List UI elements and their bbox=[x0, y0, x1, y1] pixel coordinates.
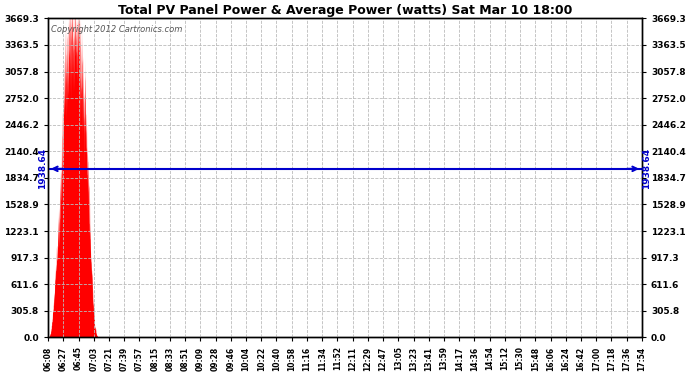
Text: Copyright 2012 Cartronics.com: Copyright 2012 Cartronics.com bbox=[51, 25, 182, 34]
Text: 1938.64: 1938.64 bbox=[39, 148, 48, 189]
Text: 1938.64: 1938.64 bbox=[642, 148, 651, 189]
Title: Total PV Panel Power & Average Power (watts) Sat Mar 10 18:00: Total PV Panel Power & Average Power (wa… bbox=[118, 4, 572, 17]
